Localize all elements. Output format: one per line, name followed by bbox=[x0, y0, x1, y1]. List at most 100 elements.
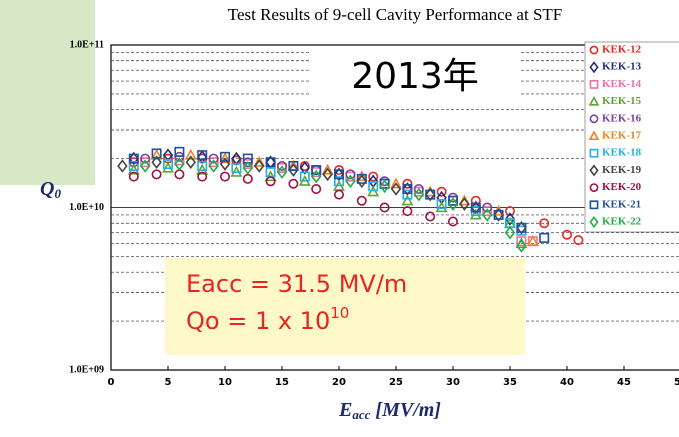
point bbox=[219, 157, 231, 171]
legend-box bbox=[584, 41, 679, 233]
point bbox=[288, 178, 299, 189]
point bbox=[413, 187, 425, 202]
point bbox=[390, 177, 402, 189]
legend-marker bbox=[589, 114, 599, 124]
point bbox=[401, 194, 414, 206]
point bbox=[435, 201, 448, 213]
point bbox=[379, 179, 390, 194]
point bbox=[128, 161, 139, 172]
y-tick-label: 1.0E+11 bbox=[70, 39, 104, 50]
point bbox=[208, 159, 219, 173]
legend-marker bbox=[589, 216, 599, 228]
note-text: Qo = 1 x 10 bbox=[186, 307, 330, 335]
point bbox=[469, 208, 482, 220]
point bbox=[288, 163, 299, 177]
point bbox=[208, 153, 219, 164]
legend-label: KEK-14 bbox=[602, 78, 642, 90]
point bbox=[140, 153, 151, 164]
legend-label: KEK-16 bbox=[602, 112, 642, 124]
point bbox=[459, 197, 470, 211]
legend-label: KEK-13 bbox=[602, 61, 642, 73]
point bbox=[482, 202, 493, 213]
point bbox=[311, 165, 322, 176]
y-label-main: Q bbox=[40, 178, 54, 200]
legend-label: KEK-20 bbox=[602, 181, 642, 193]
point bbox=[184, 148, 197, 160]
point bbox=[367, 185, 380, 197]
x-tick-label: 15 bbox=[275, 377, 289, 388]
point bbox=[117, 159, 128, 173]
x-tick-label: 25 bbox=[389, 377, 403, 388]
point bbox=[504, 206, 515, 217]
point bbox=[242, 173, 253, 184]
point bbox=[139, 159, 151, 173]
point bbox=[470, 195, 481, 206]
legend-label: KEK-21 bbox=[602, 198, 641, 210]
point bbox=[390, 182, 402, 196]
note-line: Eacc = 31.5 MV/m bbox=[186, 270, 407, 298]
point bbox=[402, 182, 413, 196]
point bbox=[322, 167, 333, 182]
point bbox=[151, 148, 162, 159]
point bbox=[402, 189, 413, 200]
point bbox=[368, 171, 379, 182]
point bbox=[197, 150, 208, 161]
point bbox=[174, 157, 185, 171]
legend-label: KEK-19 bbox=[602, 164, 642, 176]
point bbox=[436, 199, 447, 210]
legend-marker bbox=[589, 183, 599, 192]
x-tick-label: 0 bbox=[108, 377, 115, 388]
legend-marker bbox=[589, 61, 599, 74]
point bbox=[253, 155, 266, 167]
x-tick-label: 10 bbox=[218, 377, 232, 388]
point bbox=[539, 232, 550, 243]
point bbox=[402, 183, 413, 194]
point bbox=[447, 195, 458, 206]
point bbox=[402, 178, 413, 189]
note-line: Qo = 1 x 1010 bbox=[186, 304, 349, 336]
x-tick-label: 45 bbox=[617, 377, 631, 388]
point bbox=[379, 202, 390, 213]
x-tick-label: 20 bbox=[332, 377, 346, 388]
annotation-bg bbox=[310, 48, 520, 106]
y-tick-label: 1.0E+09 bbox=[69, 364, 104, 375]
x-tick-label: 5 bbox=[165, 377, 172, 388]
point bbox=[220, 151, 231, 162]
point bbox=[539, 218, 550, 229]
legend-marker bbox=[589, 80, 599, 89]
point bbox=[368, 181, 379, 192]
point bbox=[504, 212, 516, 226]
point bbox=[253, 159, 265, 173]
point bbox=[470, 200, 482, 215]
x-tick-label: 35 bbox=[503, 377, 517, 388]
y-label-sub: 0 bbox=[54, 186, 61, 201]
point bbox=[197, 171, 208, 182]
legend-marker bbox=[588, 95, 600, 106]
legend-label: KEK-18 bbox=[602, 147, 642, 159]
chart-title: Test Results of 9-cell Cavity Performanc… bbox=[228, 5, 563, 24]
grid bbox=[110, 44, 679, 371]
point bbox=[242, 161, 254, 175]
point bbox=[299, 161, 311, 175]
point bbox=[208, 157, 219, 168]
point bbox=[516, 221, 527, 235]
point bbox=[482, 206, 493, 217]
point bbox=[425, 211, 436, 222]
point bbox=[447, 216, 458, 227]
legend-label: KEK-17 bbox=[602, 130, 642, 142]
point bbox=[128, 153, 139, 164]
point bbox=[447, 197, 459, 211]
x-label-main: E bbox=[338, 399, 352, 421]
point bbox=[356, 174, 368, 189]
point bbox=[128, 171, 139, 182]
point bbox=[333, 176, 344, 187]
legend-label: KEK-22 bbox=[602, 216, 642, 228]
point bbox=[413, 183, 424, 194]
point bbox=[197, 161, 208, 172]
point bbox=[425, 189, 436, 200]
point bbox=[345, 174, 356, 189]
point bbox=[561, 229, 572, 240]
legend-marker bbox=[589, 164, 599, 177]
point bbox=[185, 155, 197, 169]
